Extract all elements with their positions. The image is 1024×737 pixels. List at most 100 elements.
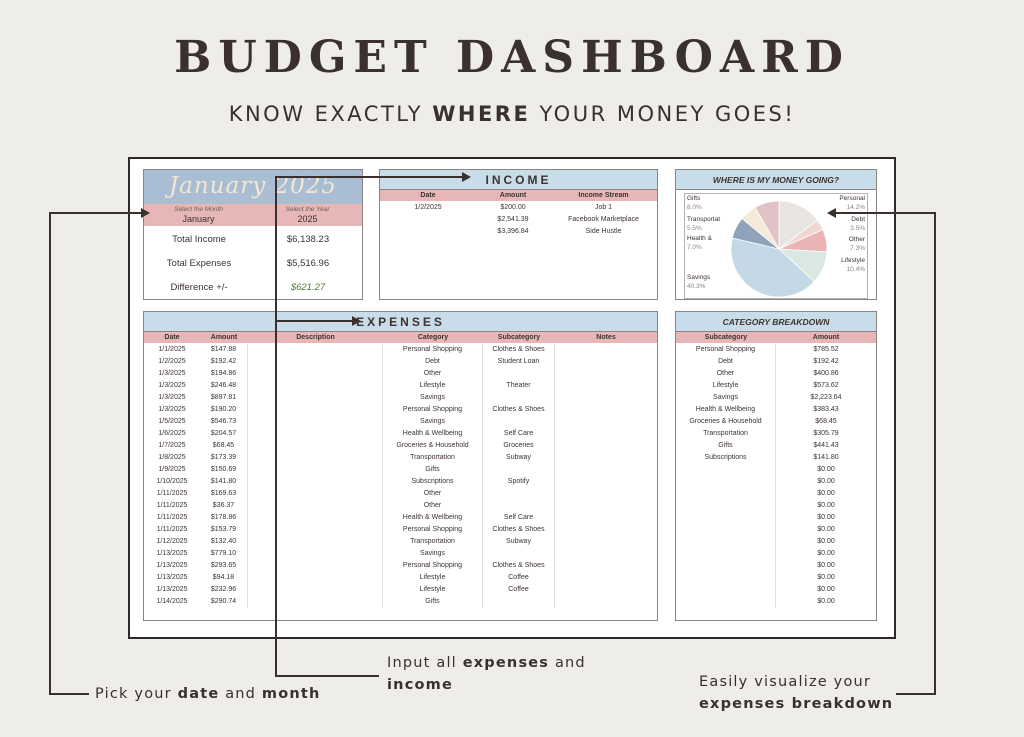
expense-cell[interactable]: 1/3/2025 xyxy=(158,370,186,377)
expense-cell[interactable]: Self Care xyxy=(483,428,555,440)
expense-cell[interactable]: Transportation xyxy=(383,536,483,548)
expense-cell[interactable]: Coffee xyxy=(483,584,555,596)
expense-cell[interactable] xyxy=(555,464,657,476)
expense-cell[interactable]: $204.57 xyxy=(200,428,248,440)
expense-cell[interactable] xyxy=(555,368,657,380)
expense-cell[interactable] xyxy=(248,596,383,608)
expense-cell[interactable] xyxy=(555,428,657,440)
expense-cell[interactable] xyxy=(248,356,383,368)
breakdown-cell[interactable] xyxy=(676,500,776,512)
expense-cell[interactable] xyxy=(555,392,657,404)
expense-cell[interactable]: Theater xyxy=(483,380,555,392)
expense-cell[interactable]: Lifestyle xyxy=(383,380,483,392)
expense-cell[interactable]: $94.18 xyxy=(200,572,248,584)
expense-cell[interactable]: 1/14/2025 xyxy=(156,598,188,605)
expense-cell[interactable]: Self Care xyxy=(483,512,555,524)
expense-cell[interactable] xyxy=(248,488,383,500)
breakdown-cell[interactable] xyxy=(676,476,776,488)
expense-cell[interactable]: $132.40 xyxy=(200,536,248,548)
expense-cell[interactable]: $68.45 xyxy=(200,440,248,452)
expense-cell[interactable]: 1/13/2025 xyxy=(156,574,188,581)
expense-cell[interactable] xyxy=(248,560,383,572)
expense-cell[interactable] xyxy=(483,500,555,512)
breakdown-cell[interactable]: $192.42 xyxy=(813,358,839,365)
expense-cell[interactable] xyxy=(483,416,555,428)
expense-cell[interactable]: 1/2/2025 xyxy=(158,358,186,365)
expense-cell[interactable]: Clothes & Shoes xyxy=(483,344,555,356)
expense-cell[interactable]: $194.86 xyxy=(200,368,248,380)
expense-cell[interactable]: Savings xyxy=(383,548,483,560)
breakdown-cell[interactable]: $0.00 xyxy=(817,574,835,581)
breakdown-cell[interactable]: Savings xyxy=(676,392,776,404)
income-cell[interactable]: Facebook Marketplace xyxy=(568,216,639,223)
breakdown-cell[interactable]: Transportation xyxy=(676,428,776,440)
expense-cell[interactable]: Other xyxy=(383,368,483,380)
expense-cell[interactable] xyxy=(555,416,657,428)
expense-cell[interactable]: 1/5/2025 xyxy=(158,418,186,425)
expense-cell[interactable]: 1/8/2025 xyxy=(158,454,186,461)
expense-cell[interactable] xyxy=(248,368,383,380)
expense-cell[interactable]: Other xyxy=(383,500,483,512)
expense-cell[interactable]: $150.69 xyxy=(200,464,248,476)
expense-cell[interactable] xyxy=(483,392,555,404)
breakdown-cell[interactable] xyxy=(676,524,776,536)
expense-cell[interactable]: 1/1/2025 xyxy=(158,346,186,353)
expense-cell[interactable]: 1/6/2025 xyxy=(158,430,186,437)
expense-cell[interactable] xyxy=(555,596,657,608)
expense-cell[interactable]: $192.42 xyxy=(200,356,248,368)
expense-cell[interactable] xyxy=(248,344,383,356)
breakdown-cell[interactable] xyxy=(676,560,776,572)
expense-cell[interactable] xyxy=(555,476,657,488)
expense-cell[interactable]: Personal Shopping xyxy=(383,344,483,356)
expense-cell[interactable]: $246.48 xyxy=(200,380,248,392)
breakdown-cell[interactable] xyxy=(676,536,776,548)
expense-cell[interactable]: 1/7/2025 xyxy=(158,442,186,449)
breakdown-cell[interactable]: Debt xyxy=(676,356,776,368)
expense-cell[interactable]: 1/3/2025 xyxy=(158,394,186,401)
expense-cell[interactable] xyxy=(248,440,383,452)
expense-cell[interactable]: Subway xyxy=(483,536,555,548)
breakdown-cell[interactable]: Groceries & Household xyxy=(676,416,776,428)
expense-cell[interactable]: $779.10 xyxy=(200,548,248,560)
breakdown-cell[interactable]: $2,223.64 xyxy=(810,394,842,401)
expense-cell[interactable]: 1/13/2025 xyxy=(156,586,188,593)
year-selector[interactable]: Select the Year 2025 xyxy=(285,206,330,224)
breakdown-cell[interactable]: Health & Wellbeing xyxy=(676,404,776,416)
breakdown-cell[interactable]: Personal Shopping xyxy=(676,344,776,356)
breakdown-cell[interactable]: $0.00 xyxy=(817,490,835,497)
expense-cell[interactable]: Gifts xyxy=(383,596,483,608)
expense-cell[interactable]: Spotify xyxy=(483,476,555,488)
income-cell[interactable]: $3,396.84 xyxy=(497,228,529,235)
income-cell[interactable] xyxy=(380,214,476,226)
expense-cell[interactable]: Personal Shopping xyxy=(383,404,483,416)
expense-cell[interactable]: Student Loan xyxy=(483,356,555,368)
expense-cell[interactable] xyxy=(555,584,657,596)
expense-cell[interactable] xyxy=(483,368,555,380)
expense-cell[interactable]: $232.96 xyxy=(200,584,248,596)
breakdown-cell[interactable]: $305.79 xyxy=(813,430,839,437)
expense-cell[interactable]: Personal Shopping xyxy=(383,560,483,572)
breakdown-cell[interactable]: Lifestyle xyxy=(676,380,776,392)
expense-cell[interactable] xyxy=(555,404,657,416)
breakdown-cell[interactable]: $0.00 xyxy=(817,478,835,485)
breakdown-cell[interactable]: $785.52 xyxy=(813,346,839,353)
expense-cell[interactable]: 1/11/2025 xyxy=(156,526,188,533)
expense-cell[interactable]: Personal Shopping xyxy=(383,524,483,536)
expense-cell[interactable]: $36.37 xyxy=(200,500,248,512)
expense-cell[interactable]: 1/11/2025 xyxy=(156,490,188,497)
breakdown-cell[interactable]: Other xyxy=(676,368,776,380)
expense-cell[interactable]: $141.80 xyxy=(200,476,248,488)
expense-cell[interactable]: Savings xyxy=(383,416,483,428)
expense-cell[interactable]: $173.39 xyxy=(200,452,248,464)
expense-cell[interactable] xyxy=(248,524,383,536)
expense-cell[interactable]: Transportation xyxy=(383,452,483,464)
breakdown-cell[interactable]: $383.43 xyxy=(813,406,839,413)
expense-cell[interactable]: $190.20 xyxy=(200,404,248,416)
expense-cell[interactable] xyxy=(248,428,383,440)
breakdown-cell[interactable]: $0.00 xyxy=(817,550,835,557)
breakdown-cell[interactable]: $573.62 xyxy=(813,382,839,389)
expense-cell[interactable]: Groceries xyxy=(483,440,555,452)
expense-cell[interactable]: $153.79 xyxy=(200,524,248,536)
breakdown-cell[interactable] xyxy=(676,464,776,476)
expense-cell[interactable] xyxy=(555,500,657,512)
